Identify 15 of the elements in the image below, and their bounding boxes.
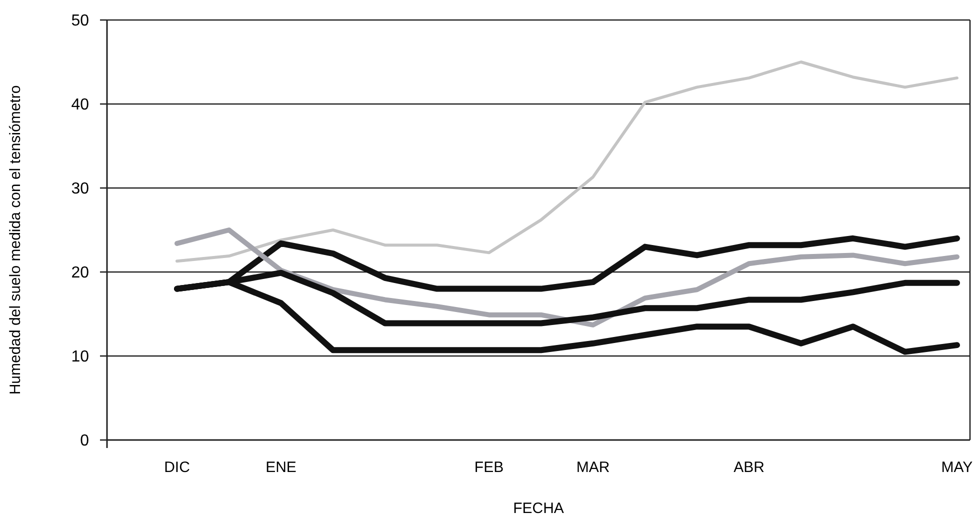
x-axis-title: FECHA — [513, 500, 564, 517]
x-tick-label: FEB — [474, 459, 504, 476]
line-series — [176, 60, 958, 263]
y-tick-label: 50 — [71, 12, 90, 30]
y-axis-title: Humedad del suelo medida con el tensiómetro — [7, 85, 24, 395]
y-tick-label: 30 — [71, 180, 90, 198]
y-tick-label: 40 — [71, 96, 90, 114]
x-tick-label: DIC — [164, 459, 190, 476]
x-tick-label: ABR — [734, 459, 765, 476]
x-tick-label: MAY — [941, 459, 973, 476]
y-tick-label: 0 — [80, 432, 90, 450]
y-tick-label: 20 — [71, 264, 90, 282]
x-tick-label: MAR — [576, 459, 610, 476]
x-tick-label: ENE — [266, 459, 296, 476]
y-tick-label: 10 — [71, 348, 90, 366]
